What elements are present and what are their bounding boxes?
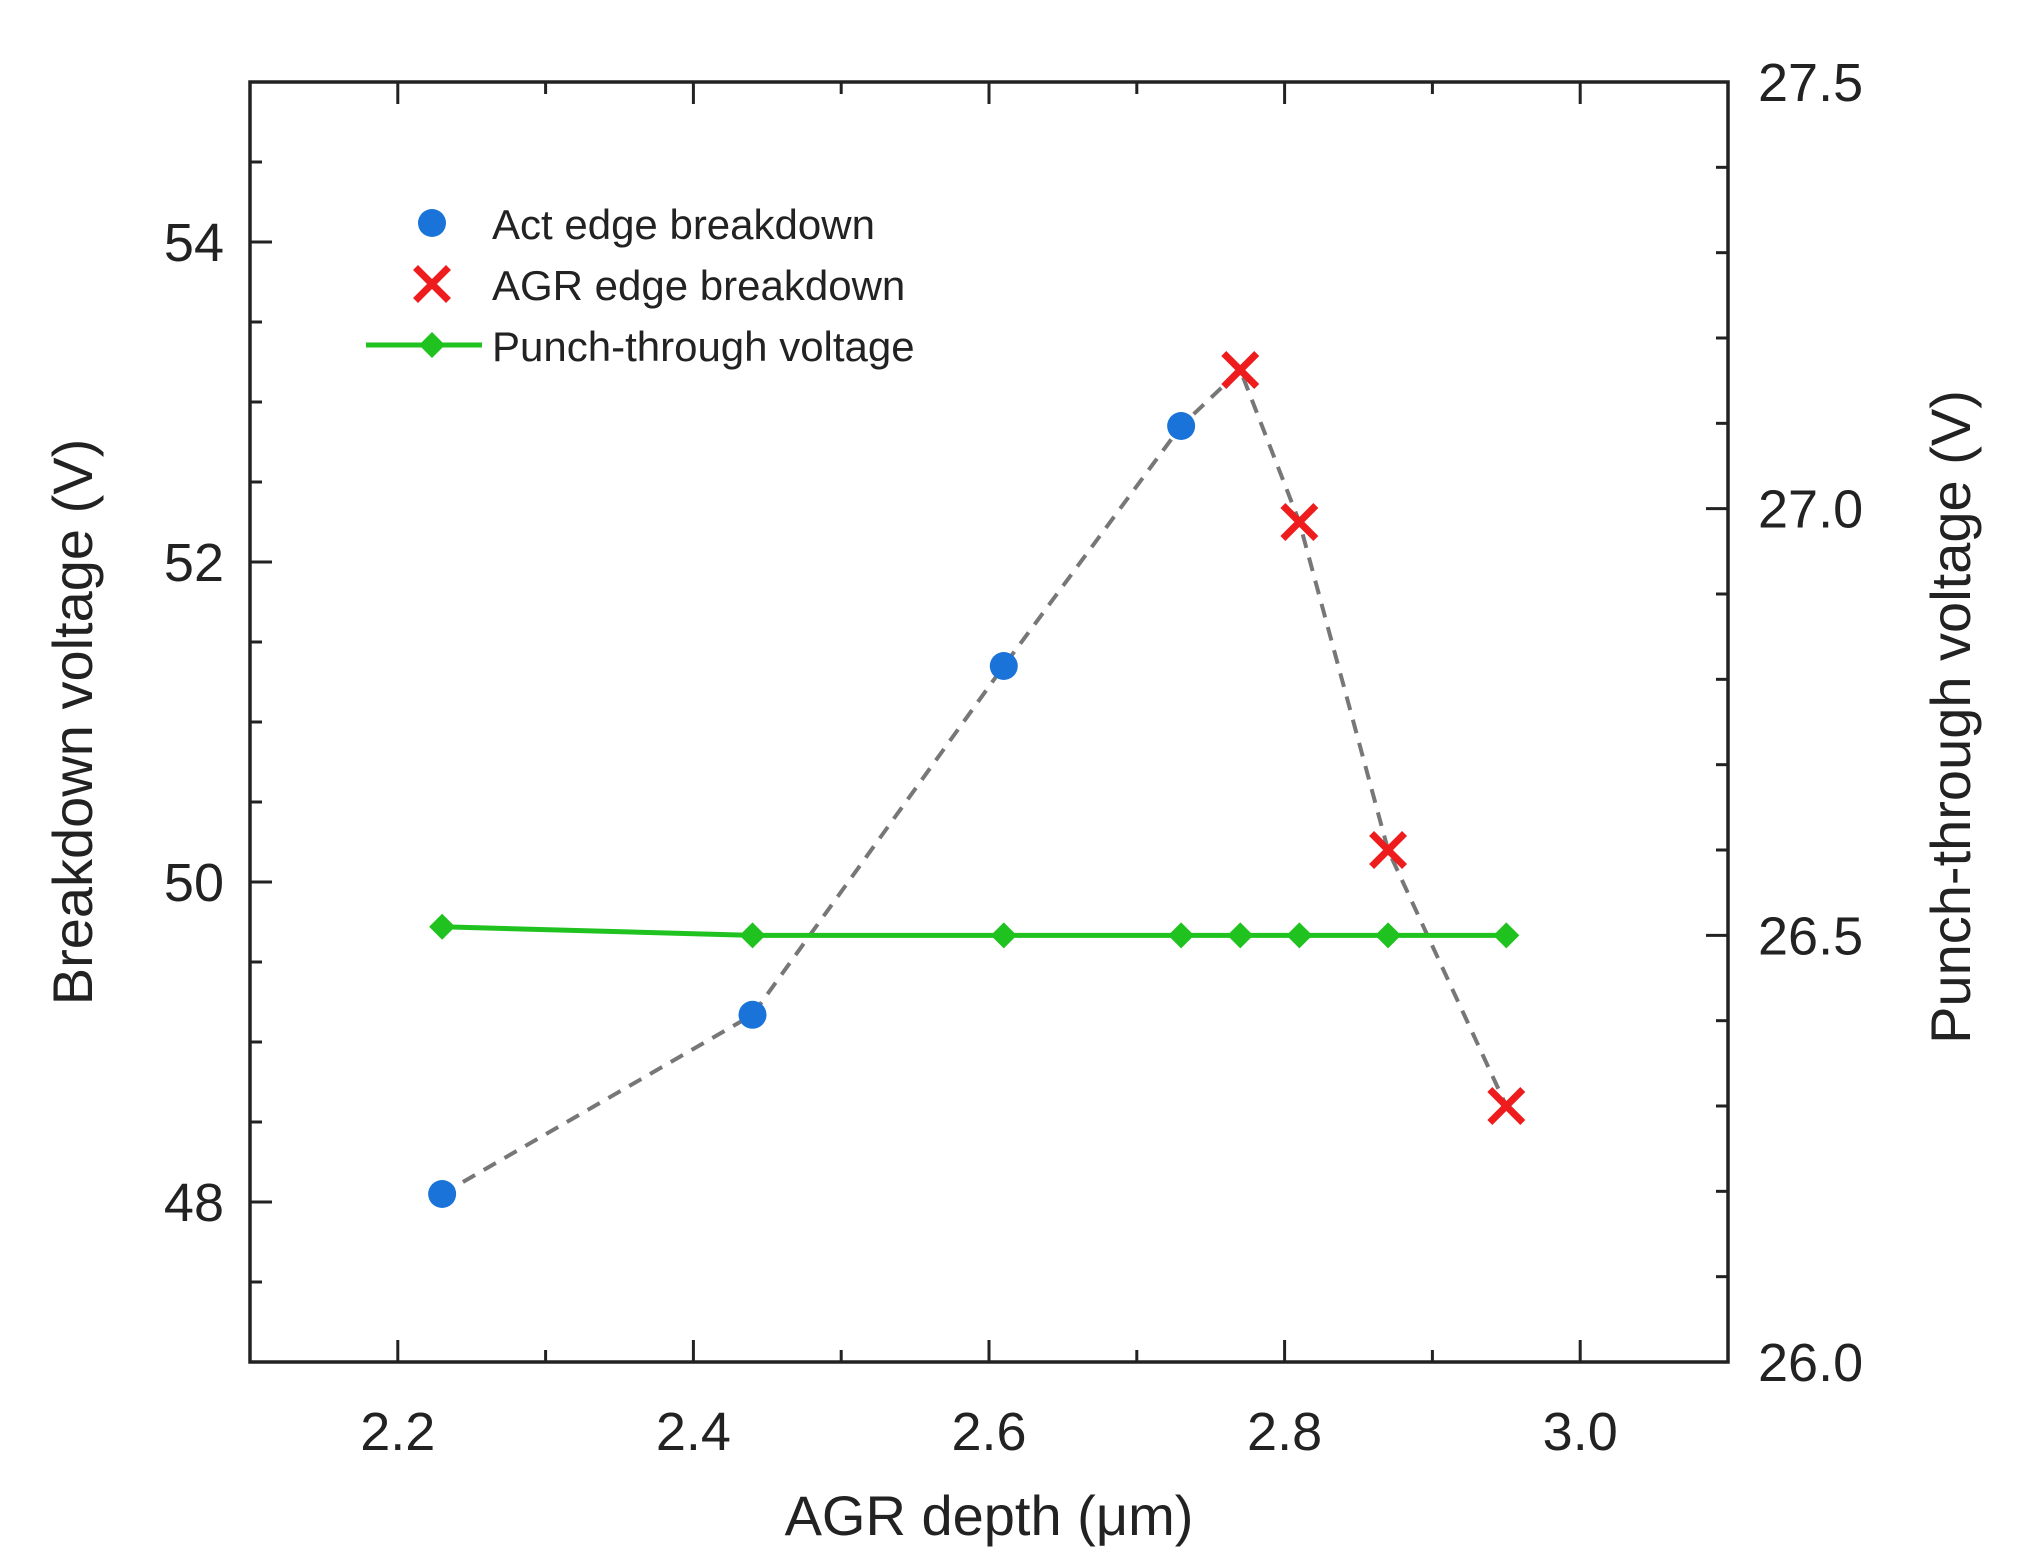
legend-marker-diamond [419,332,445,358]
legend-label-agr-edge: AGR edge breakdown [492,262,905,309]
punch-through-line [442,924,1507,938]
data-point [1168,922,1195,949]
y-right-tick-label: 26.5 [1758,906,1863,966]
series-1 [1221,351,1526,1125]
tick-labels-layer: 2.2 2.4 2.6 2.8 3.0 48 50 52 54 26.0 26.5 27.0 27.5 [164,53,1863,1462]
data-point [1280,503,1319,541]
breakdown-dashed-connector [441,366,1509,1196]
y-axis-left-title: Breakdown voltage (V) [41,439,104,1006]
legend-label-punch-through: Punch-through voltage [492,323,915,370]
y-left-tick-label: 48 [164,1173,224,1233]
breakdown-connector-layer [441,366,1509,1196]
data-point [428,1180,457,1208]
plot-frame [248,80,1730,1364]
data-point [989,652,1018,680]
data-point [990,922,1017,949]
x-tick-label: 2.2 [360,1402,435,1462]
y-left-tick-label: 52 [164,533,224,593]
y-right-tick-label: 27.0 [1758,480,1863,540]
x-tick-label: 2.8 [1247,1402,1322,1462]
series-2 [429,913,1520,949]
y-axis-right-title: Punch-through voltage (V) [1919,390,1982,1044]
data-point [1493,922,1520,949]
data-point [1375,922,1402,949]
data-point [1369,831,1408,869]
series-0 [428,412,1196,1208]
data-point [1167,412,1196,440]
legend: Act edge breakdown AGR edge breakdown Pu… [366,201,915,370]
x-axis-title: AGR depth (μm) [785,1484,1194,1547]
x-tick-label: 2.4 [656,1402,731,1462]
y-left-tick-label: 54 [164,213,224,273]
data-point [1487,1087,1526,1125]
legend-markers [366,209,482,358]
data-point [738,1000,767,1029]
y-right-tick-label: 27.5 [1758,53,1863,113]
y-right-tick-label: 26.0 [1758,1333,1863,1393]
x-tick-label: 3.0 [1543,1402,1618,1462]
data-point [739,922,766,949]
ticks-layer [248,80,1730,1364]
data-point [1221,351,1260,389]
x-tick-label: 2.6 [951,1402,1026,1462]
legend-marker-x [413,265,451,303]
legend-label-act-edge: Act edge breakdown [492,201,875,248]
legend-marker-circle [418,209,446,237]
series-layer [428,351,1526,1208]
y-left-tick-label: 50 [164,853,224,913]
data-point [1286,922,1313,949]
data-point [1227,922,1254,949]
data-point [429,913,456,940]
